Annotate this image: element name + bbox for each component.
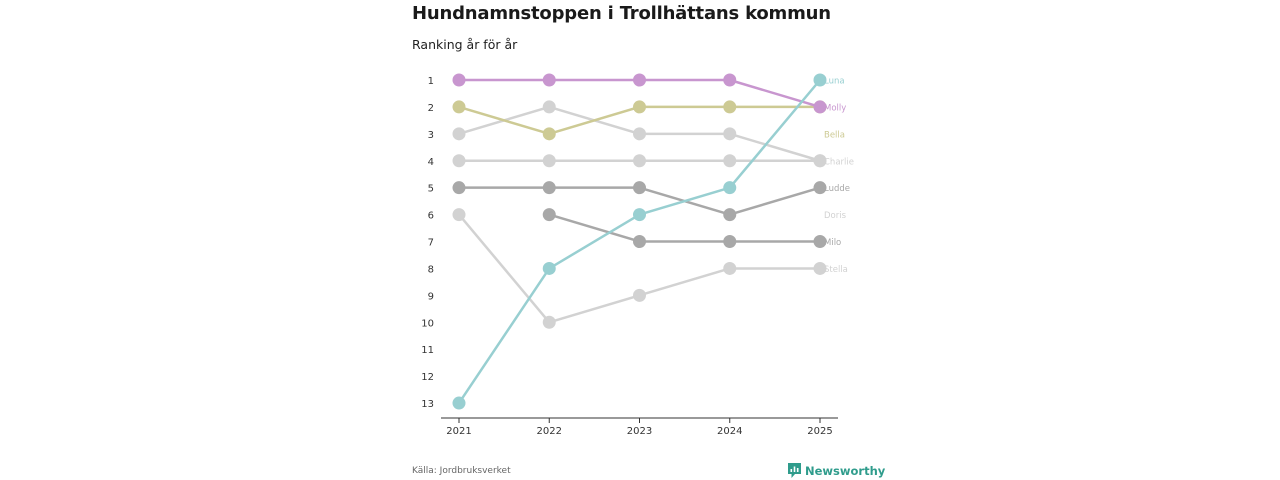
series-point-bella	[633, 100, 646, 114]
series-point-doris	[723, 261, 737, 275]
chart-title: Hundnamnstoppen i Trollhättans kommun	[412, 3, 831, 24]
series-point-doris	[452, 208, 466, 222]
end-label-ludde: Ludde	[824, 184, 850, 194]
series-line-doris	[458, 213, 820, 324]
brand-logo[interactable]: Newsworthy	[788, 463, 885, 478]
x-tick-label: 2024	[717, 426, 742, 437]
y-tick-label: 6	[428, 211, 434, 222]
series-point-stella	[813, 154, 827, 168]
end-label-stella: Stella	[824, 265, 848, 275]
series-point-ludde	[452, 181, 466, 195]
series-point-molly	[813, 100, 827, 114]
y-tick-label: 9	[428, 291, 434, 302]
series-point-stella	[452, 127, 466, 141]
newsworthy-logo-icon	[788, 463, 801, 478]
series-point-charlie	[633, 154, 646, 168]
series-line-milo	[548, 213, 820, 243]
end-label-luna: Luna	[824, 77, 845, 87]
series-point-bella	[452, 100, 466, 114]
series-point-doris	[542, 315, 556, 329]
x-tick-label: 2025	[807, 426, 832, 437]
y-tick-label: 2	[428, 103, 434, 114]
y-tick-label: 4	[428, 157, 434, 168]
series-point-luna	[633, 208, 646, 222]
series-point-molly	[542, 73, 556, 87]
series-point-bella	[723, 100, 737, 114]
series-point-stella	[542, 100, 556, 114]
series-point-ludde	[723, 208, 737, 222]
end-label-doris: Doris	[824, 211, 847, 221]
y-tick-label: 7	[428, 238, 434, 249]
series-point-molly	[633, 73, 646, 87]
series-point-luna	[452, 396, 466, 410]
y-tick-label: 12	[421, 372, 434, 383]
series-point-molly	[452, 73, 466, 87]
series-point-doris	[813, 261, 827, 275]
series-point-luna	[813, 73, 827, 87]
series-point-stella	[723, 127, 737, 141]
series-point-ludde	[542, 181, 556, 195]
series-point-charlie	[723, 154, 737, 168]
series-point-charlie	[452, 154, 466, 168]
end-label-milo: Milo	[824, 238, 841, 248]
end-label-molly: Molly	[824, 103, 846, 113]
brand-name: Newsworthy	[805, 463, 886, 478]
series-point-bella	[542, 127, 556, 141]
series-point-stella	[633, 127, 646, 141]
series-point-ludde	[813, 181, 827, 195]
y-tick-label: 8	[428, 264, 434, 275]
series-point-luna	[542, 261, 556, 275]
series-point-milo	[633, 235, 646, 249]
y-tick-label: 10	[421, 318, 434, 329]
source-note: Källa: Jordbruksverket	[412, 466, 511, 476]
chart-subtitle: Ranking år för år	[412, 37, 518, 52]
series-point-milo	[723, 235, 737, 249]
x-tick-label: 2023	[627, 426, 652, 437]
y-tick-label: 5	[428, 184, 434, 195]
y-tick-label: 13	[421, 399, 434, 410]
series-point-doris	[633, 288, 646, 302]
series-point-milo	[542, 208, 556, 222]
y-tick-label: 3	[428, 130, 434, 141]
end-label-bella: Bella	[824, 130, 845, 140]
series-point-ludde	[633, 181, 646, 195]
series-point-luna	[723, 181, 737, 195]
end-label-charlie: Charlie	[824, 157, 854, 167]
series-point-charlie	[542, 154, 556, 168]
y-tick-label: 1	[428, 76, 434, 87]
x-tick-label: 2022	[537, 426, 562, 437]
x-tick-label: 2021	[446, 426, 471, 437]
y-tick-label: 11	[421, 345, 434, 356]
series-point-molly	[723, 73, 737, 87]
series-point-milo	[813, 235, 827, 249]
